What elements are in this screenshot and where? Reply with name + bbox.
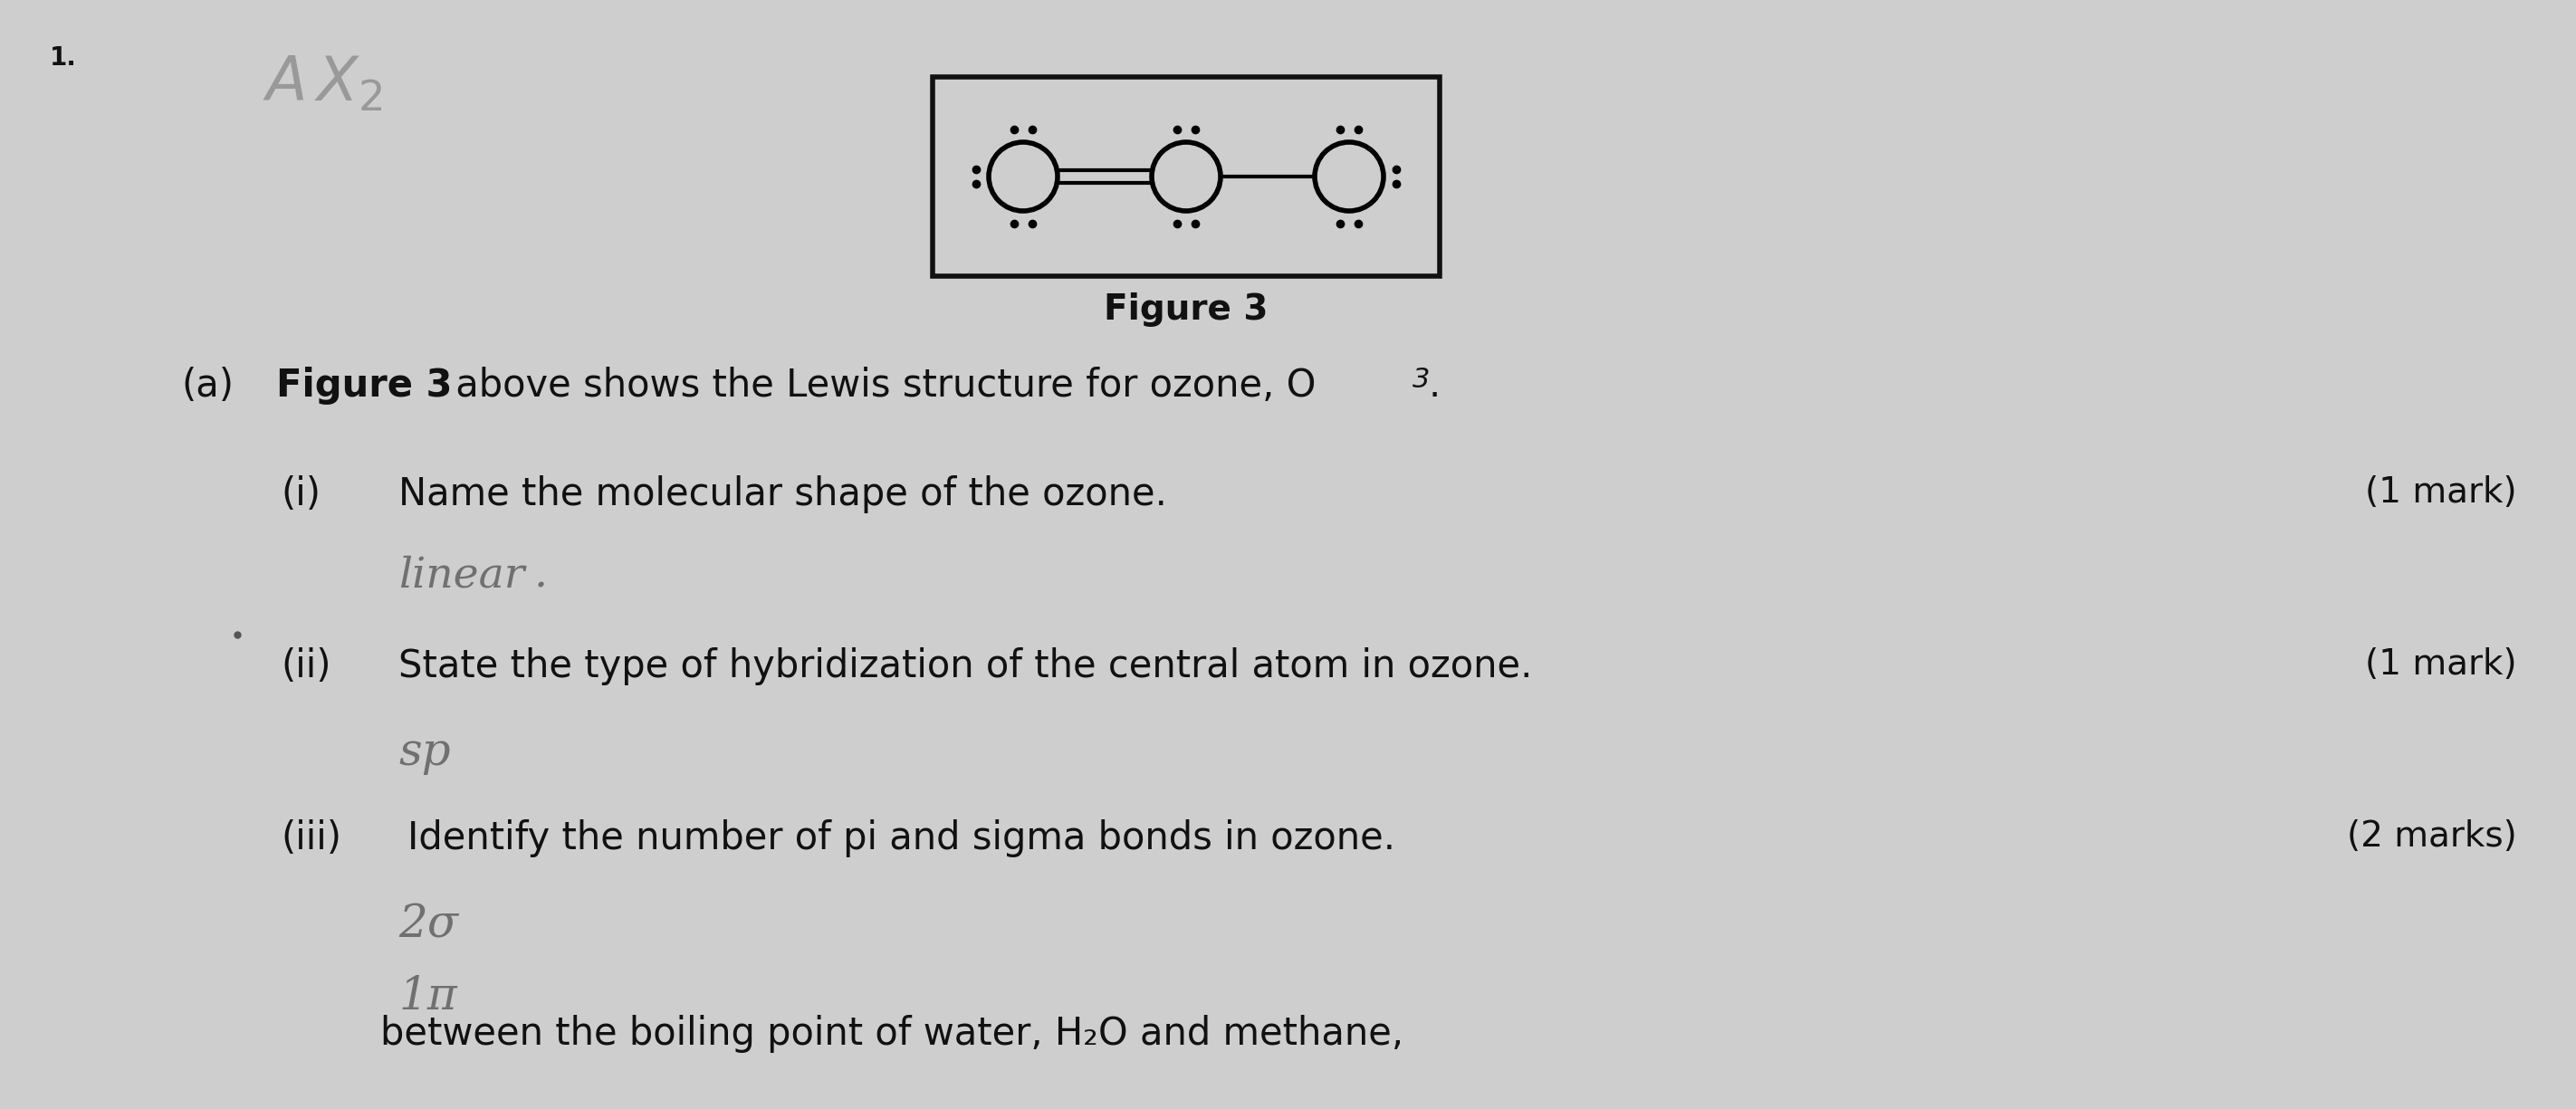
Text: 1π: 1π bbox=[399, 975, 456, 1020]
Text: (a): (a) bbox=[180, 367, 234, 405]
Text: (2 marks): (2 marks) bbox=[2347, 820, 2517, 854]
Text: Identify the number of pi and sigma bonds in ozone.: Identify the number of pi and sigma bond… bbox=[407, 820, 1396, 857]
Text: linear: linear bbox=[399, 554, 526, 596]
Text: 1.: 1. bbox=[49, 45, 77, 71]
Text: (i): (i) bbox=[281, 476, 319, 513]
Bar bbox=[933, 77, 1440, 276]
Text: (ii): (ii) bbox=[281, 648, 330, 685]
Text: sp: sp bbox=[399, 731, 451, 775]
Text: between the boiling point of water, H₂O and methane,: between the boiling point of water, H₂O … bbox=[381, 1015, 1404, 1052]
Text: (1 mark): (1 mark) bbox=[2365, 476, 2517, 510]
Text: (1 mark): (1 mark) bbox=[2365, 648, 2517, 682]
Text: Figure 3: Figure 3 bbox=[276, 367, 453, 405]
Text: 3: 3 bbox=[1412, 367, 1430, 393]
Text: $\mathit{A}\,\mathit{X}_2$: $\mathit{A}\,\mathit{X}_2$ bbox=[263, 54, 384, 114]
Text: Name the molecular shape of the ozone.: Name the molecular shape of the ozone. bbox=[399, 476, 1167, 513]
Text: State the type of hybridization of the central atom in ozone.: State the type of hybridization of the c… bbox=[399, 648, 1533, 685]
Text: Figure 3: Figure 3 bbox=[1105, 293, 1267, 327]
Text: .: . bbox=[533, 554, 549, 596]
Text: (iii): (iii) bbox=[281, 820, 343, 857]
Text: 2σ: 2σ bbox=[399, 903, 459, 947]
Text: .: . bbox=[1430, 367, 1440, 405]
Text: above shows the Lewis structure for ozone, O: above shows the Lewis structure for ozon… bbox=[443, 367, 1316, 405]
